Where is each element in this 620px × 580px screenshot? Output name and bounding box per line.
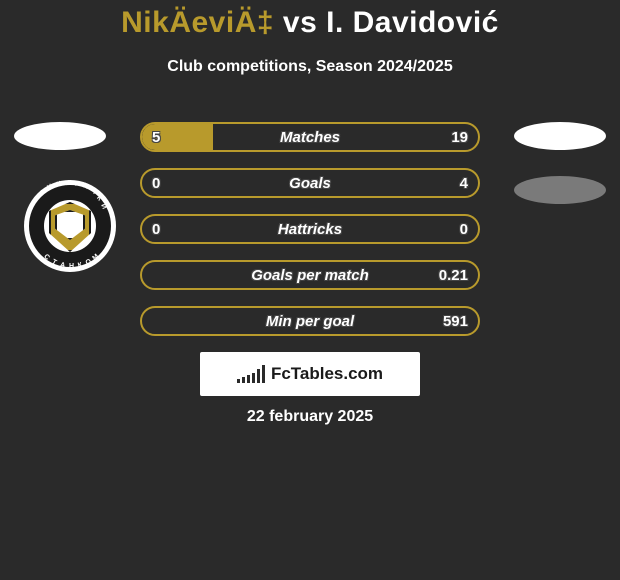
comparison-title: NikÄeviÄ‡ vs I. Davidović	[0, 0, 620, 40]
player2-badge-placeholder	[514, 122, 606, 150]
stat-label: Hattricks	[142, 216, 478, 242]
stat-row: Goals per match0.21	[140, 260, 480, 290]
stat-right-value: 591	[443, 308, 468, 334]
stat-label: Matches	[142, 124, 478, 150]
stat-row: 0Hattricks0	[140, 214, 480, 244]
vs-text: vs	[283, 6, 317, 39]
stat-label: Min per goal	[142, 308, 478, 334]
stat-row: Min per goal591	[140, 306, 480, 336]
crest-ring-text: Ч У К А Р И Ч К И С Т А Н К О М	[24, 180, 116, 272]
stat-right-value: 0.21	[439, 262, 468, 288]
player1-name: NikÄeviÄ‡	[121, 6, 274, 39]
stat-row: 0Goals4	[140, 168, 480, 198]
stat-label: Goals	[142, 170, 478, 196]
player2-club-placeholder	[514, 176, 606, 204]
stat-rows-container: 5Matches190Goals40Hattricks0Goals per ma…	[140, 122, 480, 352]
snapshot-date: 22 february 2025	[0, 408, 620, 426]
brand-label: FcTables.com	[271, 364, 383, 384]
player2-name: I. Davidović	[326, 6, 499, 39]
stat-right-value: 4	[460, 170, 468, 196]
player1-club-crest: Ч У К А Р И Ч К И С Т А Н К О М	[24, 180, 116, 272]
player1-badge-placeholder	[14, 122, 106, 150]
stat-row: 5Matches19	[140, 122, 480, 152]
stat-right-value: 0	[460, 216, 468, 242]
stat-label: Goals per match	[142, 262, 478, 288]
brand-box: FcTables.com	[200, 352, 420, 396]
stat-right-value: 19	[451, 124, 468, 150]
subtitle: Club competitions, Season 2024/2025	[0, 58, 620, 76]
brand-bars-icon	[237, 365, 265, 383]
